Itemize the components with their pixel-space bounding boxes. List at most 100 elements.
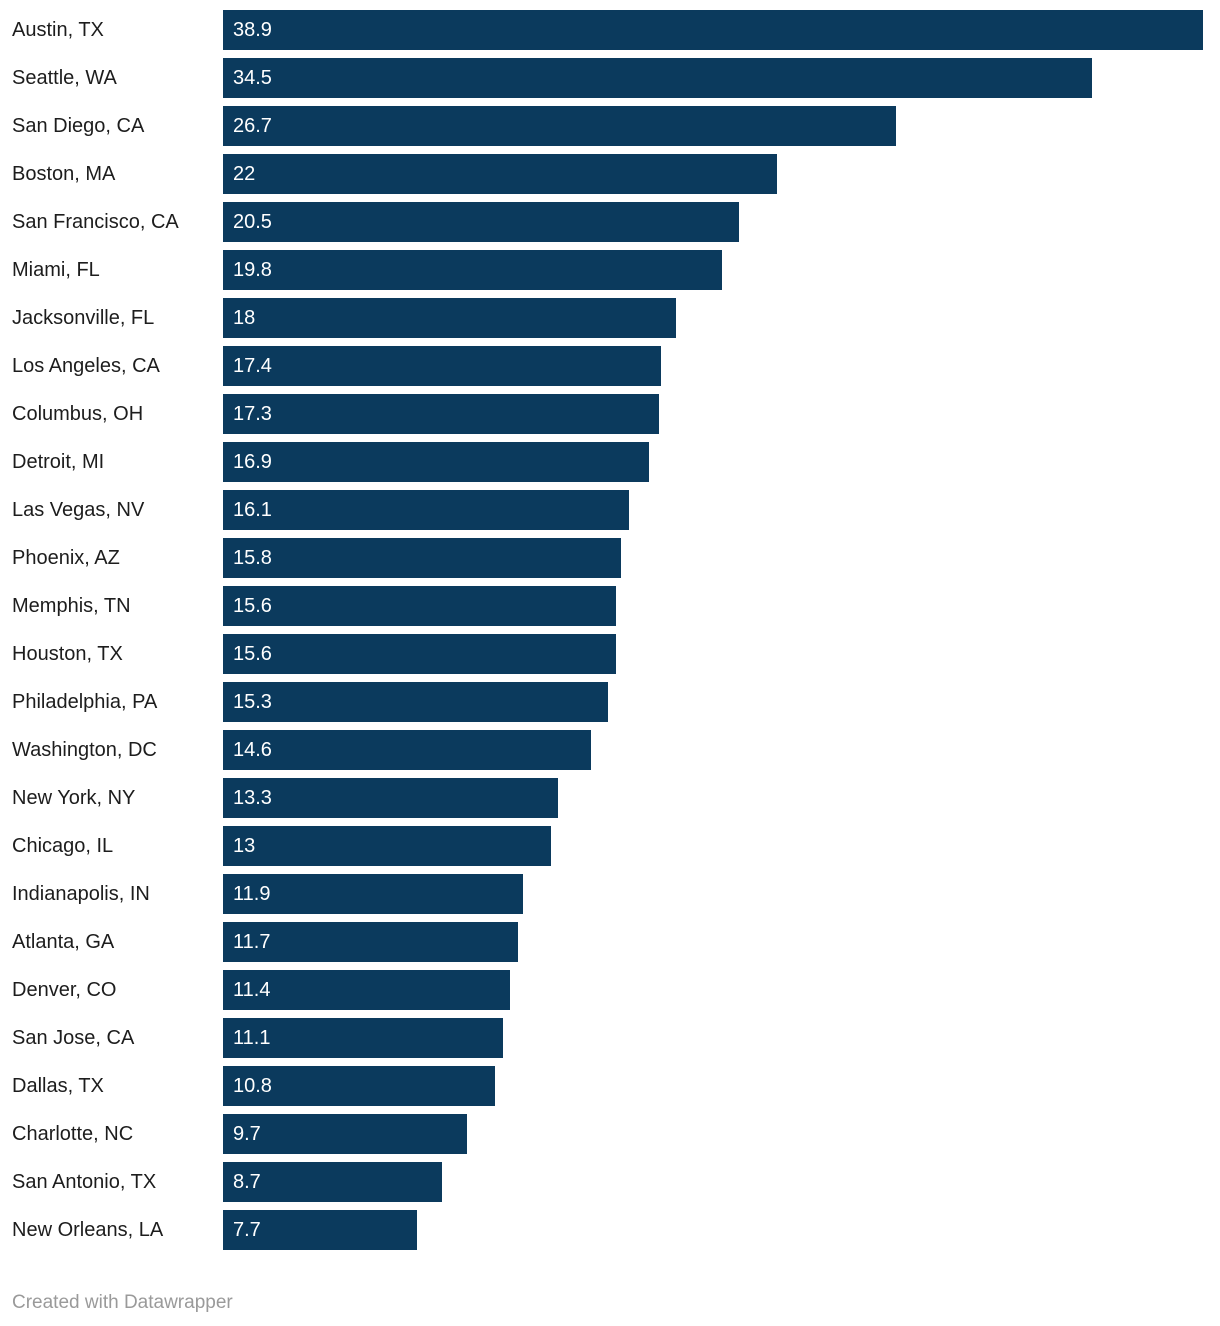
bar: 15.6 xyxy=(223,586,616,626)
bar-track: 10.8 xyxy=(223,1066,1203,1106)
bar-value-label: 11.9 xyxy=(233,882,271,905)
bar-value-label: 20.5 xyxy=(233,210,272,233)
bar-track: 26.7 xyxy=(223,106,1203,146)
category-label: Philadelphia, PA xyxy=(12,691,158,713)
bar-row: Dallas, TX 10.8 xyxy=(0,1062,1220,1110)
bar-row: Chicago, IL 13 xyxy=(0,822,1220,870)
bar-value-label: 34.5 xyxy=(233,66,272,89)
bar: 18 xyxy=(223,298,677,338)
category-label: Dallas, TX xyxy=(12,1075,104,1097)
bar: 16.9 xyxy=(223,442,649,482)
bar-track: 13 xyxy=(223,826,1203,866)
bar-value-label: 10.8 xyxy=(233,1074,272,1097)
chart-footer: Created with Datawrapper xyxy=(0,1292,1220,1314)
bar-row: Indianapolis, IN 11.9 xyxy=(0,870,1220,918)
bar: 10.8 xyxy=(223,1066,496,1106)
bar-track: 11.1 xyxy=(223,1018,1203,1058)
bar-row: New York, NY 13.3 xyxy=(0,774,1220,822)
bar-value-label: 14.6 xyxy=(233,738,272,761)
bar-track: 22 xyxy=(223,154,1203,194)
bar-row: Denver, CO 11.4 xyxy=(0,966,1220,1014)
bar: 20.5 xyxy=(223,202,740,242)
bar-track: 9.7 xyxy=(223,1114,1203,1154)
bar-row: Miami, FL 19.8 xyxy=(0,246,1220,294)
bar-value-label: 13 xyxy=(233,834,256,857)
category-label: Columbus, OH xyxy=(12,403,144,425)
bar-row: Atlanta, GA 11.7 xyxy=(0,918,1220,966)
bar-value-label: 7.7 xyxy=(233,1218,261,1241)
bar-value-label: 18 xyxy=(233,306,256,329)
bar: 11.1 xyxy=(223,1018,503,1058)
bar: 15.8 xyxy=(223,538,622,578)
bar-track: 16.9 xyxy=(223,442,1203,482)
bar-value-label: 19.8 xyxy=(233,258,272,281)
bar-track: 11.7 xyxy=(223,922,1203,962)
category-label: San Jose, CA xyxy=(12,1027,135,1049)
bar: 11.4 xyxy=(223,970,511,1010)
bar: 13 xyxy=(223,826,551,866)
bar: 34.5 xyxy=(223,58,1093,98)
bar-value-label: 17.3 xyxy=(233,402,272,425)
bar-track: 11.4 xyxy=(223,970,1203,1010)
bar-track: 18 xyxy=(223,298,1203,338)
bar-value-label: 9.7 xyxy=(233,1122,261,1145)
category-label: San Diego, CA xyxy=(12,115,145,137)
bar: 15.6 xyxy=(223,634,616,674)
bar-row: Boston, MA 22 xyxy=(0,150,1220,198)
bar-value-label: 22 xyxy=(233,162,256,185)
category-label: Memphis, TN xyxy=(12,595,131,617)
category-label: Los Angeles, CA xyxy=(12,355,160,377)
bar: 22 xyxy=(223,154,778,194)
bar-track: 34.5 xyxy=(223,58,1203,98)
bar-row: New Orleans, LA 7.7 xyxy=(0,1206,1220,1254)
bar-track: 17.3 xyxy=(223,394,1203,434)
bar-value-label: 15.8 xyxy=(233,546,272,569)
bar-value-label: 15.3 xyxy=(233,690,272,713)
bar-row: San Antonio, TX 8.7 xyxy=(0,1158,1220,1206)
category-label: San Antonio, TX xyxy=(12,1171,157,1193)
bar: 11.7 xyxy=(223,922,518,962)
category-label: Houston, TX xyxy=(12,643,123,665)
bar-value-label: 8.7 xyxy=(233,1170,261,1193)
bar-value-label: 15.6 xyxy=(233,594,272,617)
bar: 17.3 xyxy=(223,394,659,434)
category-label: Chicago, IL xyxy=(12,835,114,857)
bar: 17.4 xyxy=(223,346,662,386)
bar-track: 19.8 xyxy=(223,250,1203,290)
bar: 26.7 xyxy=(223,106,896,146)
bar: 13.3 xyxy=(223,778,559,818)
bar: 9.7 xyxy=(223,1114,468,1154)
category-label: Atlanta, GA xyxy=(12,931,115,953)
category-label: Washington, DC xyxy=(12,739,157,761)
bar-track: 15.8 xyxy=(223,538,1203,578)
bar-track: 13.3 xyxy=(223,778,1203,818)
bar-value-label: 16.1 xyxy=(233,498,272,521)
category-label: Denver, CO xyxy=(12,979,117,1001)
bar: 11.9 xyxy=(223,874,523,914)
bar-row: San Francisco, CA 20.5 xyxy=(0,198,1220,246)
bar-value-label: 11.4 xyxy=(233,978,271,1001)
category-label: Miami, FL xyxy=(12,259,100,281)
bar-value-label: 13.3 xyxy=(233,786,272,809)
category-label: Seattle, WA xyxy=(12,67,117,89)
bar: 15.3 xyxy=(223,682,609,722)
bar-track: 17.4 xyxy=(223,346,1203,386)
bar-rows: Austin, TX 38.9 Seattle, WA 34.5 San Diego, … xyxy=(0,6,1220,1254)
bar-track: 15.3 xyxy=(223,682,1203,722)
bar-value-label: 11.7 xyxy=(233,930,271,953)
category-label: Phoenix, AZ xyxy=(12,547,120,569)
bar-track: 14.6 xyxy=(223,730,1203,770)
bar-row: Jacksonville, FL 18 xyxy=(0,294,1220,342)
category-label: Detroit, MI xyxy=(12,451,105,473)
bar-value-label: 11.1 xyxy=(233,1026,271,1049)
bar-value-label: 15.6 xyxy=(233,642,272,665)
bar: 19.8 xyxy=(223,250,722,290)
bar-track: 20.5 xyxy=(223,202,1203,242)
bar-value-label: 26.7 xyxy=(233,114,272,137)
bar: 38.9 xyxy=(223,10,1203,50)
bar-track: 15.6 xyxy=(223,634,1203,674)
bar: 14.6 xyxy=(223,730,591,770)
bar-track: 8.7 xyxy=(223,1162,1203,1202)
datawrapper-credit-link[interactable]: Created with Datawrapper xyxy=(12,1292,233,1313)
